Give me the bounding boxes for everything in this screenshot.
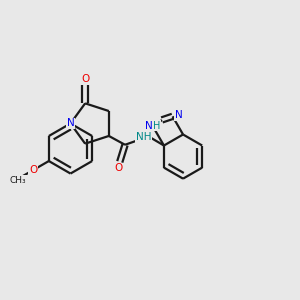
Text: N: N bbox=[145, 121, 153, 131]
Text: O: O bbox=[29, 165, 37, 175]
Text: O: O bbox=[81, 74, 89, 84]
Text: N: N bbox=[175, 110, 183, 120]
Text: O: O bbox=[114, 163, 122, 173]
Text: N: N bbox=[67, 118, 74, 128]
Text: NH: NH bbox=[136, 132, 152, 142]
Text: CH₃: CH₃ bbox=[10, 176, 26, 185]
Text: H: H bbox=[153, 121, 161, 131]
